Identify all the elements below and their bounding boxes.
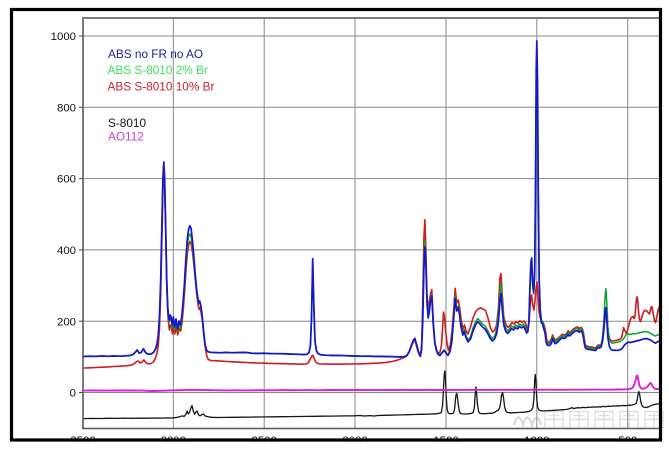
- svg-text:200: 200: [57, 316, 76, 328]
- svg-text:ABS no FR no AO: ABS no FR no AO: [108, 47, 203, 61]
- svg-text:0: 0: [70, 388, 76, 400]
- svg-text:400: 400: [57, 245, 76, 257]
- svg-text:ABS S-8010 2% Br: ABS S-8010 2% Br: [108, 63, 208, 77]
- svg-text:S-8010: S-8010: [108, 116, 146, 130]
- svg-text:AO112: AO112: [108, 130, 144, 144]
- svg-text:ABS S-8010 10% Br: ABS S-8010 10% Br: [108, 80, 215, 94]
- svg-text:1000: 1000: [51, 31, 76, 43]
- svg-text:600: 600: [57, 174, 76, 186]
- svg-text:800: 800: [57, 102, 76, 114]
